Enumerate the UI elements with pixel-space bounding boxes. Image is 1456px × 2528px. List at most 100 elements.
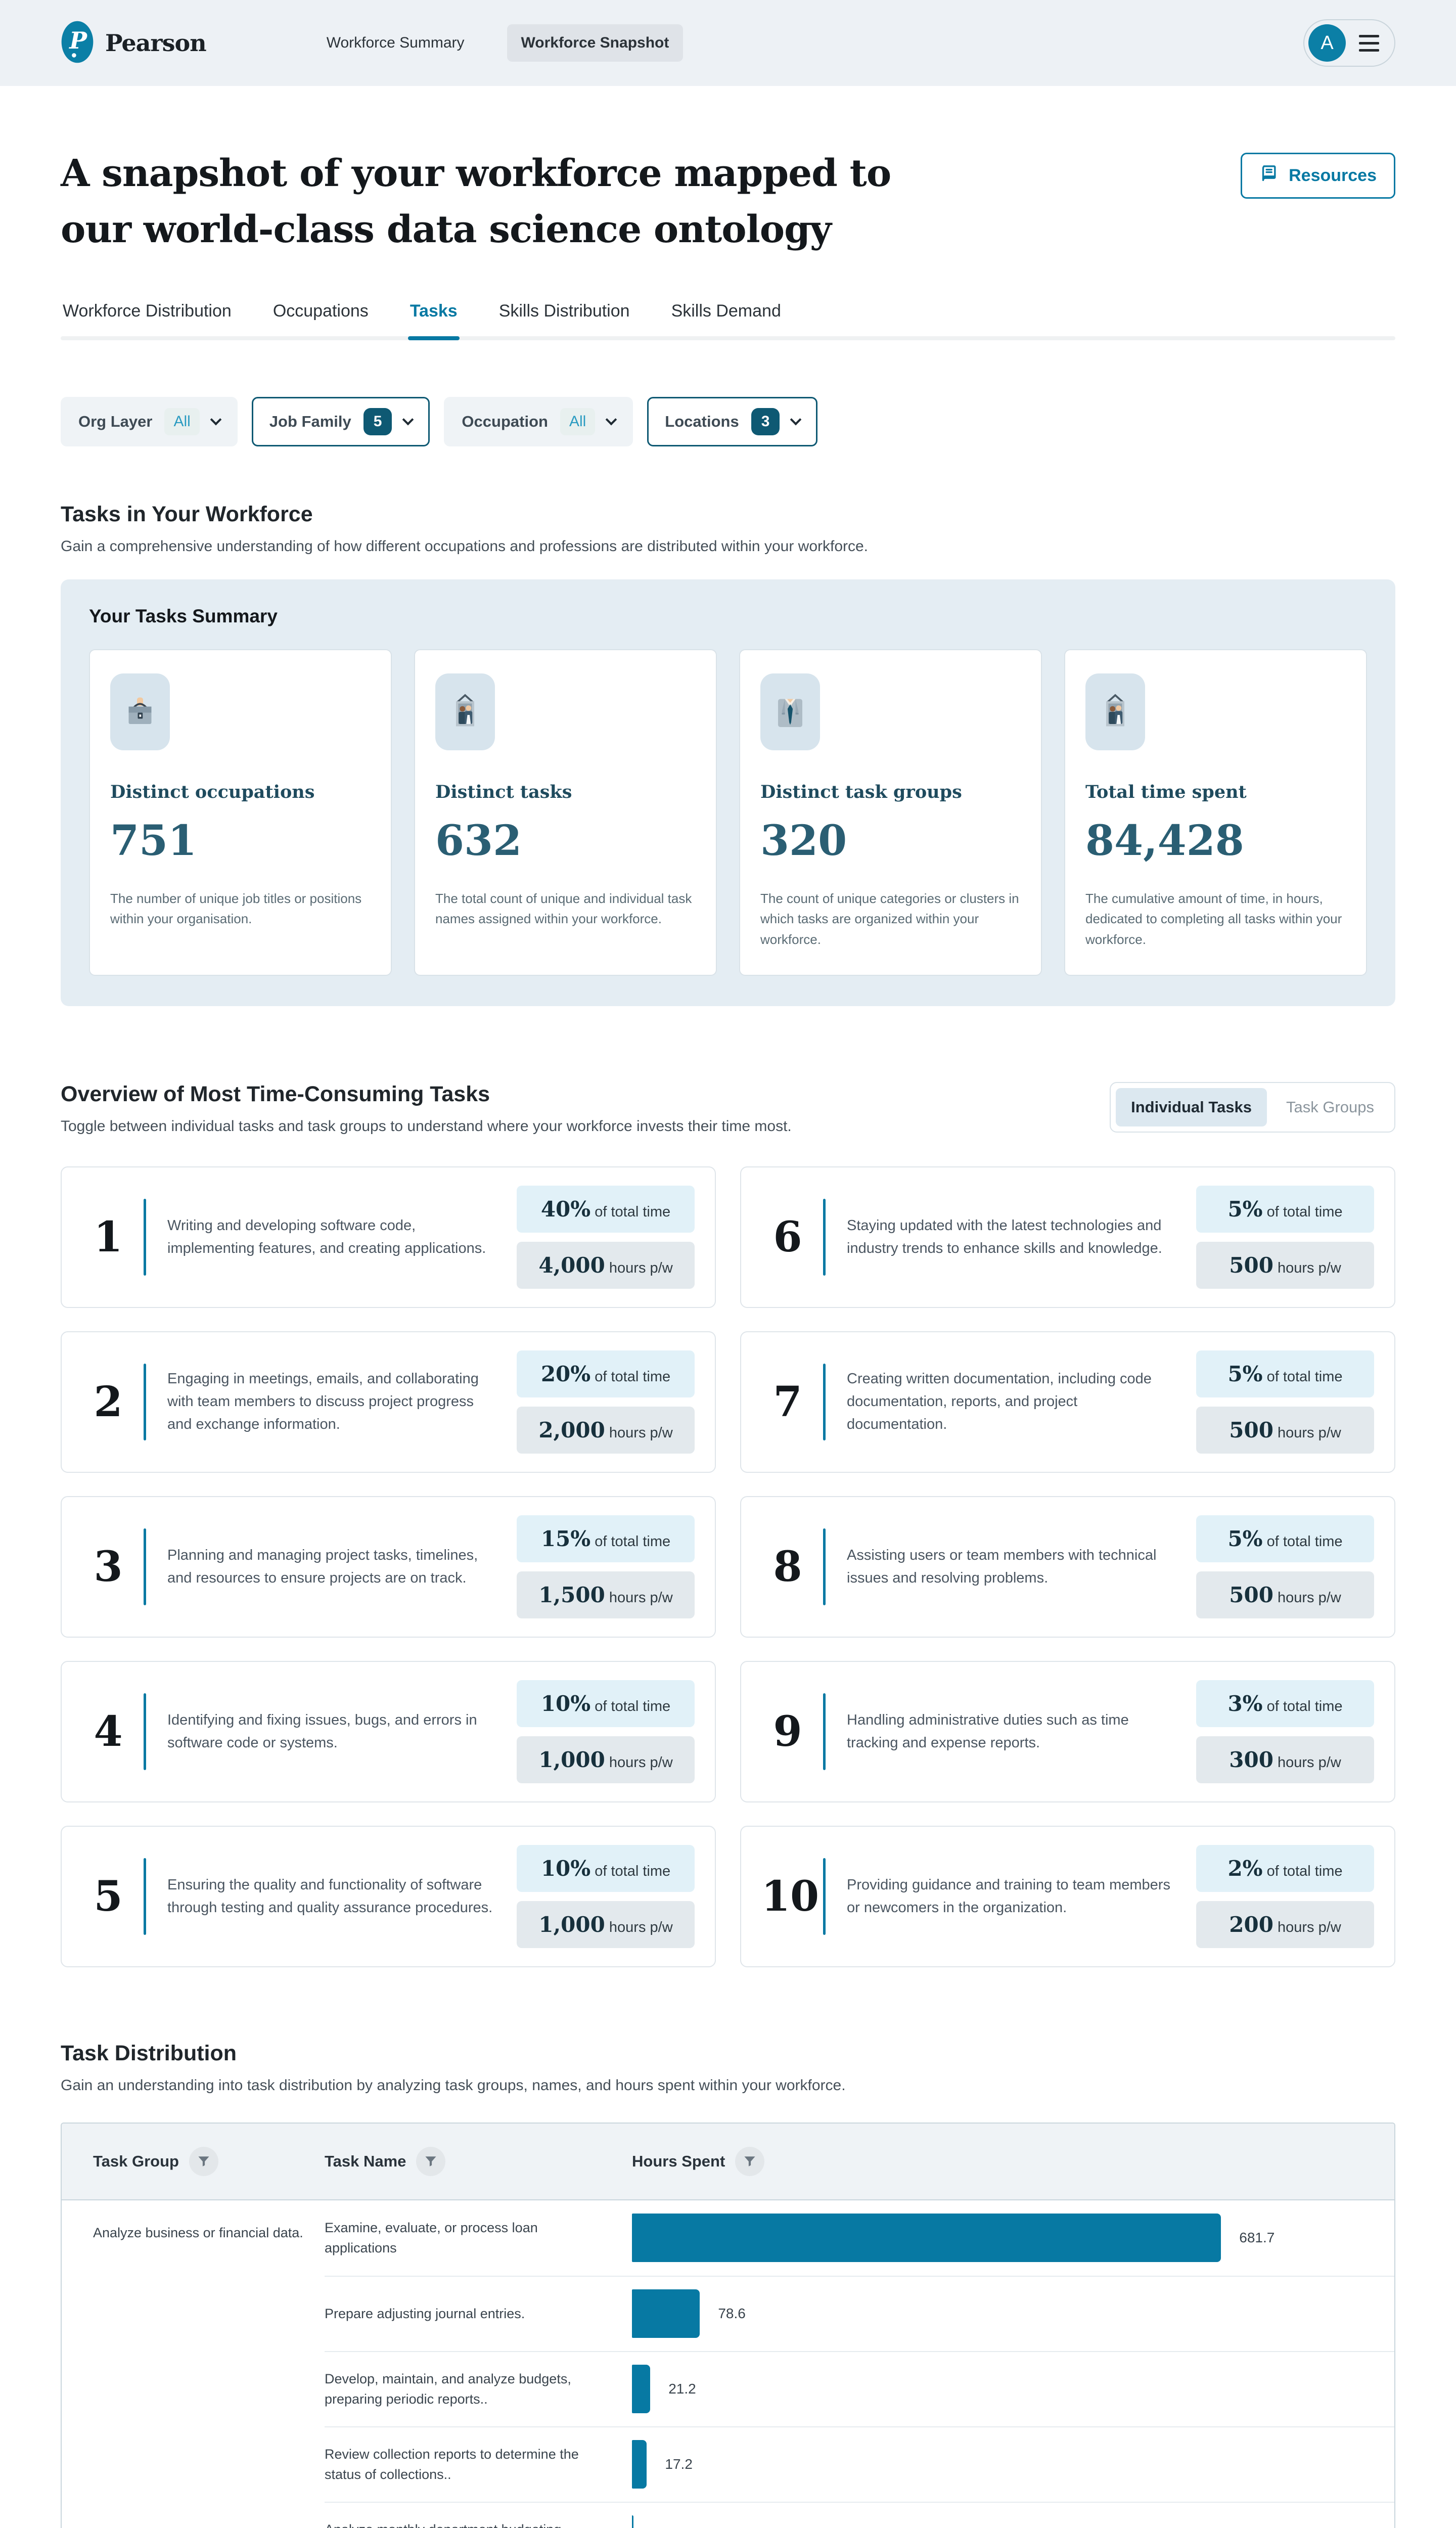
filter-funnel-icon[interactable] bbox=[416, 2146, 446, 2176]
task-badges: 40% of total time 4,000 hours p/w bbox=[517, 1185, 695, 1289]
tab-skills-demand[interactable]: Skills Demand bbox=[671, 301, 781, 321]
top-task-card-5: 5 Ensuring the quality and functionality … bbox=[61, 1825, 716, 1967]
tab-occupations[interactable]: Occupations bbox=[272, 301, 369, 321]
summary-card-value: 84,428 bbox=[1085, 817, 1244, 865]
filter-funnel-icon[interactable] bbox=[735, 2146, 765, 2176]
column-header-task-name: Task Name bbox=[325, 2152, 406, 2170]
filter-occupation[interactable]: Occupation All bbox=[444, 397, 633, 446]
task-rank: 5 bbox=[94, 1872, 123, 1921]
top-task-card-3: 3 Planning and managing project tasks, ti… bbox=[61, 1496, 716, 1638]
hours-badge: 4,000 hours p/w bbox=[517, 1241, 695, 1289]
percent-suffix: of total time bbox=[1262, 1533, 1343, 1550]
summary-card-distinct-task-groups: Distinct task groups 320 The count of un… bbox=[739, 649, 1042, 976]
filter-funnel-icon[interactable] bbox=[189, 2146, 218, 2176]
hours-bar-cell: 681.7 bbox=[608, 2214, 1394, 2263]
column-header-task-group: Task Group bbox=[93, 2152, 179, 2170]
task-rank: 10 bbox=[761, 1872, 820, 1921]
hamburger-menu-icon[interactable] bbox=[1359, 34, 1379, 52]
hours-badge: 1,000 hours p/w bbox=[517, 1736, 695, 1783]
hours-value-label: 78.6 bbox=[718, 2306, 746, 2322]
hours-suffix: hours p/w bbox=[1273, 1259, 1341, 1276]
briefcase-icon bbox=[110, 673, 170, 750]
percent-badge: 20% of total time bbox=[517, 1350, 695, 1397]
task-name-cell: Prepare adjusting journal entries. bbox=[325, 2306, 525, 2322]
hours-bar-cell: 17.2 bbox=[608, 2440, 1394, 2489]
section-tabs: Workforce Distribution Occupations Tasks Sk… bbox=[61, 301, 1395, 340]
percent-value: 5% bbox=[1227, 1361, 1263, 1386]
nav-item-workforce-summary[interactable]: Workforce Summary bbox=[326, 34, 465, 51]
rank-divider bbox=[144, 1528, 146, 1605]
rank-divider bbox=[823, 1693, 826, 1770]
percent-suffix: of total time bbox=[590, 1533, 671, 1550]
resources-button[interactable]: Resources bbox=[1241, 153, 1395, 199]
pearson-logo[interactable]: P Pearson bbox=[61, 20, 207, 66]
filter-locations[interactable]: Locations 3 bbox=[647, 397, 818, 446]
hours-suffix: hours p/w bbox=[605, 1424, 673, 1441]
filter-label: Job Family bbox=[269, 413, 351, 430]
filter-badge: 3 bbox=[751, 408, 780, 435]
tab-workforce-distribution[interactable]: Workforce Distribution bbox=[63, 301, 232, 321]
hours-bar bbox=[632, 2440, 647, 2489]
percent-suffix: of total time bbox=[590, 1203, 671, 1220]
top-task-card-10: 10 Providing guidance and training to tea… bbox=[740, 1825, 1395, 1967]
filter-label: Locations bbox=[665, 413, 739, 430]
percent-badge: 5% of total time bbox=[1196, 1185, 1374, 1233]
book-icon bbox=[1259, 163, 1280, 188]
hours-suffix: hours p/w bbox=[1273, 1589, 1341, 1606]
avatar[interactable]: A bbox=[1308, 24, 1346, 62]
summary-card-distinct-tasks: Distinct tasks 632 The total count of un… bbox=[414, 649, 717, 976]
nav-item-workforce-snapshot[interactable]: Workforce Snapshot bbox=[507, 24, 684, 62]
hours-bar bbox=[632, 2365, 651, 2414]
hours-bar bbox=[632, 2214, 1221, 2263]
filter-badge: 5 bbox=[363, 408, 392, 435]
tab-tasks[interactable]: Tasks bbox=[407, 301, 460, 340]
hours-value: 500 bbox=[1229, 1417, 1273, 1442]
portrait-icon bbox=[1085, 673, 1145, 750]
hours-suffix: hours p/w bbox=[605, 1754, 673, 1771]
task-badges: 5% of total time 500 hours p/w bbox=[1196, 1350, 1374, 1454]
percent-suffix: of total time bbox=[1262, 1368, 1343, 1385]
hours-bar-cell: 78.6 bbox=[608, 2289, 1394, 2338]
user-menu[interactable]: A bbox=[1303, 19, 1395, 67]
filter-org-layer[interactable]: Org Layer All bbox=[61, 397, 238, 446]
tasks-summary-title: Your Tasks Summary bbox=[89, 606, 278, 626]
hours-badge: 500 hours p/w bbox=[1196, 1571, 1374, 1618]
distribution-section: Task Distribution Gain an understanding … bbox=[61, 2041, 1395, 2528]
hours-bar bbox=[632, 2289, 700, 2338]
task-description: Staying updated with the latest technolo… bbox=[847, 1217, 1162, 1256]
summary-card-value: 751 bbox=[110, 817, 197, 865]
rank-divider bbox=[144, 1363, 146, 1440]
hours-badge: 500 hours p/w bbox=[1196, 1406, 1374, 1454]
chevron-down-icon bbox=[402, 414, 414, 426]
task-rank: 7 bbox=[773, 1377, 802, 1426]
filter-job-family[interactable]: Job Family 5 bbox=[251, 397, 430, 446]
toggle-individual-tasks[interactable]: Individual Tasks bbox=[1116, 1088, 1267, 1126]
percent-suffix: of total time bbox=[1262, 1698, 1343, 1714]
hours-value: 4,000 bbox=[538, 1252, 605, 1278]
task-rank: 4 bbox=[94, 1707, 123, 1756]
task-group-rows: Examine, evaluate, or process loan appli… bbox=[325, 2200, 1394, 2528]
toggle-task-groups[interactable]: Task Groups bbox=[1286, 1098, 1374, 1116]
task-badges: 15% of total time 1,500 hours p/w bbox=[517, 1515, 695, 1618]
task-description: Engaging in meetings, emails, and collab… bbox=[167, 1371, 479, 1433]
hours-bar bbox=[632, 2515, 633, 2528]
summary-card-total-time-spent: Total time spent 84,428 The cumulative a… bbox=[1064, 649, 1367, 976]
suit-icon bbox=[760, 673, 820, 750]
percent-value: 10% bbox=[540, 1691, 591, 1716]
task-group-cell: Analyze business or financial data. bbox=[93, 2225, 303, 2240]
tasks-summary-cards: Distinct occupations 751 The number of u… bbox=[89, 649, 1367, 976]
task-rank: 6 bbox=[773, 1212, 802, 1261]
chevron-down-icon bbox=[210, 414, 222, 426]
hours-bar-cell: 0.3 bbox=[608, 2515, 1394, 2528]
column-header-hours-spent: Hours Spent bbox=[632, 2152, 725, 2170]
summary-card-label: Total time spent bbox=[1085, 782, 1247, 802]
task-rank: 2 bbox=[94, 1377, 123, 1426]
hours-value-label: 17.2 bbox=[665, 2456, 693, 2472]
hours-suffix: hours p/w bbox=[605, 1589, 673, 1606]
hours-badge: 1,000 hours p/w bbox=[517, 1901, 695, 1948]
tab-skills-distribution[interactable]: Skills Distribution bbox=[498, 301, 630, 321]
task-distribution-table: Task Group Task Name Hours Spent bbox=[61, 2122, 1395, 2528]
percent-value: 5% bbox=[1227, 1196, 1263, 1222]
task-rank: 1 bbox=[94, 1212, 123, 1261]
chevron-down-icon bbox=[790, 414, 802, 426]
